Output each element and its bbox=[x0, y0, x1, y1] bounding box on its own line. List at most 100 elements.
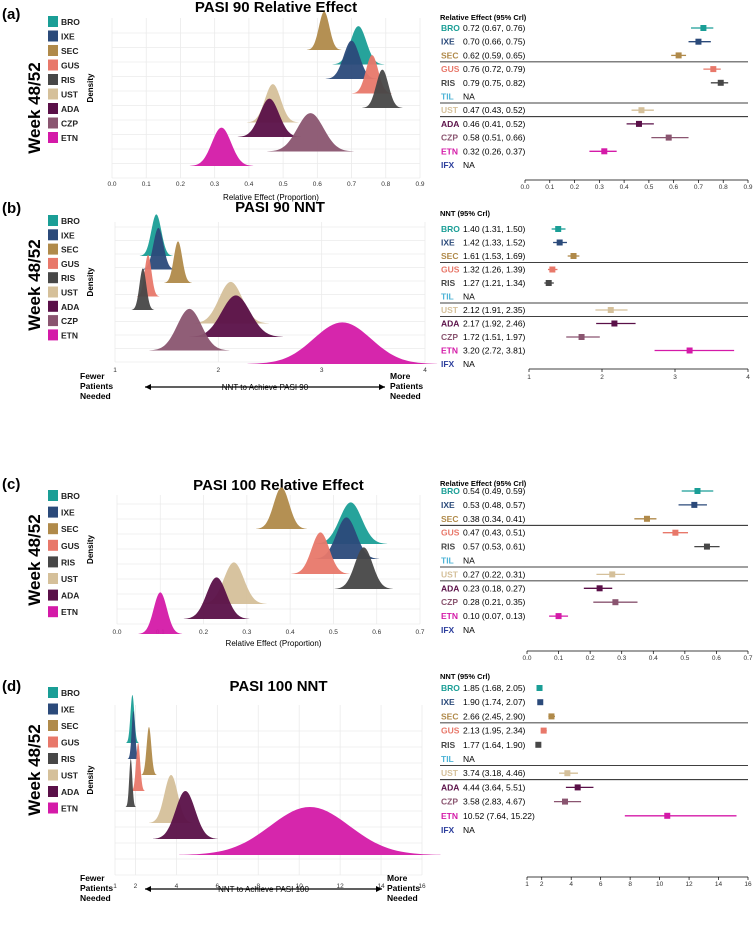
legend-swatch-czp bbox=[48, 315, 58, 327]
fewer-patients-label: Needed bbox=[80, 893, 111, 903]
forest-tick-label: 0.4 bbox=[620, 184, 629, 191]
forest-code-ada: ADA bbox=[441, 782, 459, 792]
x-tick-label: 16 bbox=[418, 883, 426, 890]
forest-code-etn: ETN bbox=[441, 346, 458, 356]
density-ridge-ada bbox=[237, 98, 302, 137]
forest-tick-label: 3 bbox=[673, 374, 677, 381]
forest-tick-label: 4 bbox=[746, 374, 750, 381]
forest-point-ris bbox=[545, 280, 552, 286]
legend-swatch-bro bbox=[48, 16, 58, 27]
forest-tick-label: 0.7 bbox=[694, 184, 703, 191]
panel-label: (b) bbox=[2, 200, 21, 217]
x-tick-label: 3 bbox=[320, 367, 324, 374]
legend-swatch-ust bbox=[48, 88, 58, 100]
forest-tick-label: 16 bbox=[744, 881, 752, 888]
legend-label-ust: UST bbox=[61, 288, 79, 298]
forest-code-ifx: IFX bbox=[441, 160, 455, 170]
legend-label-ust: UST bbox=[61, 771, 79, 781]
legend-label-czp: CZP bbox=[61, 316, 78, 326]
x-tick-label: 0.7 bbox=[347, 181, 356, 188]
x-tick-label: 0.8 bbox=[381, 181, 390, 188]
density-ridge-sec bbox=[306, 11, 342, 51]
legend-swatch-ust bbox=[48, 769, 58, 781]
forest-header: Relative Effect (95% Crl) bbox=[440, 13, 527, 22]
forest-code-ust: UST bbox=[441, 768, 459, 778]
forest-tick-label: 0.8 bbox=[719, 184, 728, 191]
forest-code-ada: ADA bbox=[441, 119, 459, 129]
legend-swatch-ris bbox=[48, 272, 58, 284]
forest-value-ris: 1.77 (1.64, 1.90) bbox=[463, 740, 526, 750]
forest-code-ifx: IFX bbox=[441, 825, 455, 835]
forest-point-ada bbox=[574, 784, 581, 791]
forest-point-czp bbox=[612, 599, 619, 606]
legend-swatch-etn bbox=[48, 802, 58, 814]
legend-label-gus: GUS bbox=[61, 541, 80, 551]
forest-value-czp: 0.28 (0.21, 0.35) bbox=[463, 597, 526, 607]
forest-value-ada: 0.46 (0.41, 0.52) bbox=[463, 119, 526, 129]
density-ridge-gus bbox=[291, 532, 350, 574]
forest-tick-label: 0.2 bbox=[570, 184, 579, 191]
forest-value-til: NA bbox=[463, 556, 475, 566]
forest-point-bro bbox=[700, 25, 707, 31]
forest-code-czp: CZP bbox=[441, 797, 458, 807]
forest-point-ris bbox=[535, 741, 542, 748]
x-tick-label: 2 bbox=[134, 883, 138, 890]
legend-label-bro: BRO bbox=[61, 216, 80, 226]
forest-tick-label: 0.9 bbox=[743, 184, 752, 191]
density-ridge-ris bbox=[362, 69, 403, 108]
legend-label-sec: SEC bbox=[61, 721, 78, 731]
density-ridge-etn bbox=[247, 322, 438, 364]
forest-tick-label: 0.6 bbox=[669, 184, 678, 191]
more-patients-label: Needed bbox=[387, 893, 418, 903]
forest-value-ris: 0.79 (0.75, 0.82) bbox=[463, 78, 526, 88]
legend-label-etn: ETN bbox=[61, 804, 78, 814]
forest-value-ust: 3.74 (3.18, 4.46) bbox=[463, 768, 526, 778]
x-tick-label: 1 bbox=[113, 883, 117, 890]
forest-value-etn: 3.20 (2.72, 3.81) bbox=[463, 346, 526, 356]
forest-value-gus: 1.32 (1.26, 1.39) bbox=[463, 265, 526, 275]
legend-swatch-etn bbox=[48, 606, 58, 618]
legend-swatch-gus bbox=[48, 257, 58, 269]
forest-point-ixe bbox=[537, 699, 544, 706]
forest-value-gus: 0.47 (0.43, 0.51) bbox=[463, 528, 526, 538]
forest-value-bro: 0.54 (0.49, 0.59) bbox=[463, 486, 526, 496]
forest-tick-label: 0.6 bbox=[712, 655, 721, 662]
forest-value-bro: 0.72 (0.67, 0.76) bbox=[463, 23, 526, 33]
forest-code-czp: CZP bbox=[441, 597, 458, 607]
more-patients-label: Patients bbox=[387, 883, 420, 893]
legend-swatch-ixe bbox=[48, 703, 58, 715]
x-tick-label: 0.1 bbox=[142, 181, 151, 188]
panel-label: (a) bbox=[2, 6, 20, 23]
forest-point-ada bbox=[611, 320, 618, 327]
forest-point-sec bbox=[675, 52, 682, 59]
forest-header: NNT (95% Crl) bbox=[440, 209, 491, 218]
legend-swatch-gus bbox=[48, 539, 58, 551]
legend-label-ixe: IXE bbox=[61, 230, 75, 240]
forest-value-czp: 1.72 (1.51, 1.97) bbox=[463, 332, 526, 342]
forest-value-ifx: NA bbox=[463, 625, 475, 635]
forest-code-ust: UST bbox=[441, 105, 459, 115]
forest-value-ris: 1.27 (1.21, 1.34) bbox=[463, 278, 526, 288]
forest-value-ixe: 0.53 (0.48, 0.57) bbox=[463, 500, 526, 510]
density-ridge-sec bbox=[164, 241, 192, 283]
legend-swatch-ust bbox=[48, 286, 58, 298]
arrow-left-head bbox=[145, 886, 151, 892]
panel-c: (c) Week 48/52 BRO IXE SEC GUS RIS UST ADA ETN PAS… bbox=[2, 476, 753, 662]
forest-tick-label: 2 bbox=[600, 374, 604, 381]
x-tick-label: 0.0 bbox=[112, 629, 121, 636]
legend-label-sec: SEC bbox=[61, 245, 78, 255]
forest-tick-label: 0.3 bbox=[617, 655, 626, 662]
forest-point-gus bbox=[549, 266, 556, 273]
forest-value-ifx: NA bbox=[463, 825, 475, 835]
density-ridge-etn bbox=[179, 807, 441, 855]
forest-tick-label: 14 bbox=[715, 881, 723, 888]
week-label: Week 48/52 bbox=[25, 239, 44, 330]
y-axis-label: Density bbox=[86, 267, 95, 296]
forest-point-sec bbox=[643, 515, 650, 522]
arrow-right-head bbox=[379, 384, 385, 390]
x-tick-label: 0.6 bbox=[313, 181, 322, 188]
forest-tick-label: 0.1 bbox=[545, 184, 554, 191]
forest-tick-label: 6 bbox=[599, 881, 603, 888]
forest-value-gus: 2.13 (1.95, 2.34) bbox=[463, 726, 526, 736]
legend-swatch-ada bbox=[48, 103, 58, 114]
